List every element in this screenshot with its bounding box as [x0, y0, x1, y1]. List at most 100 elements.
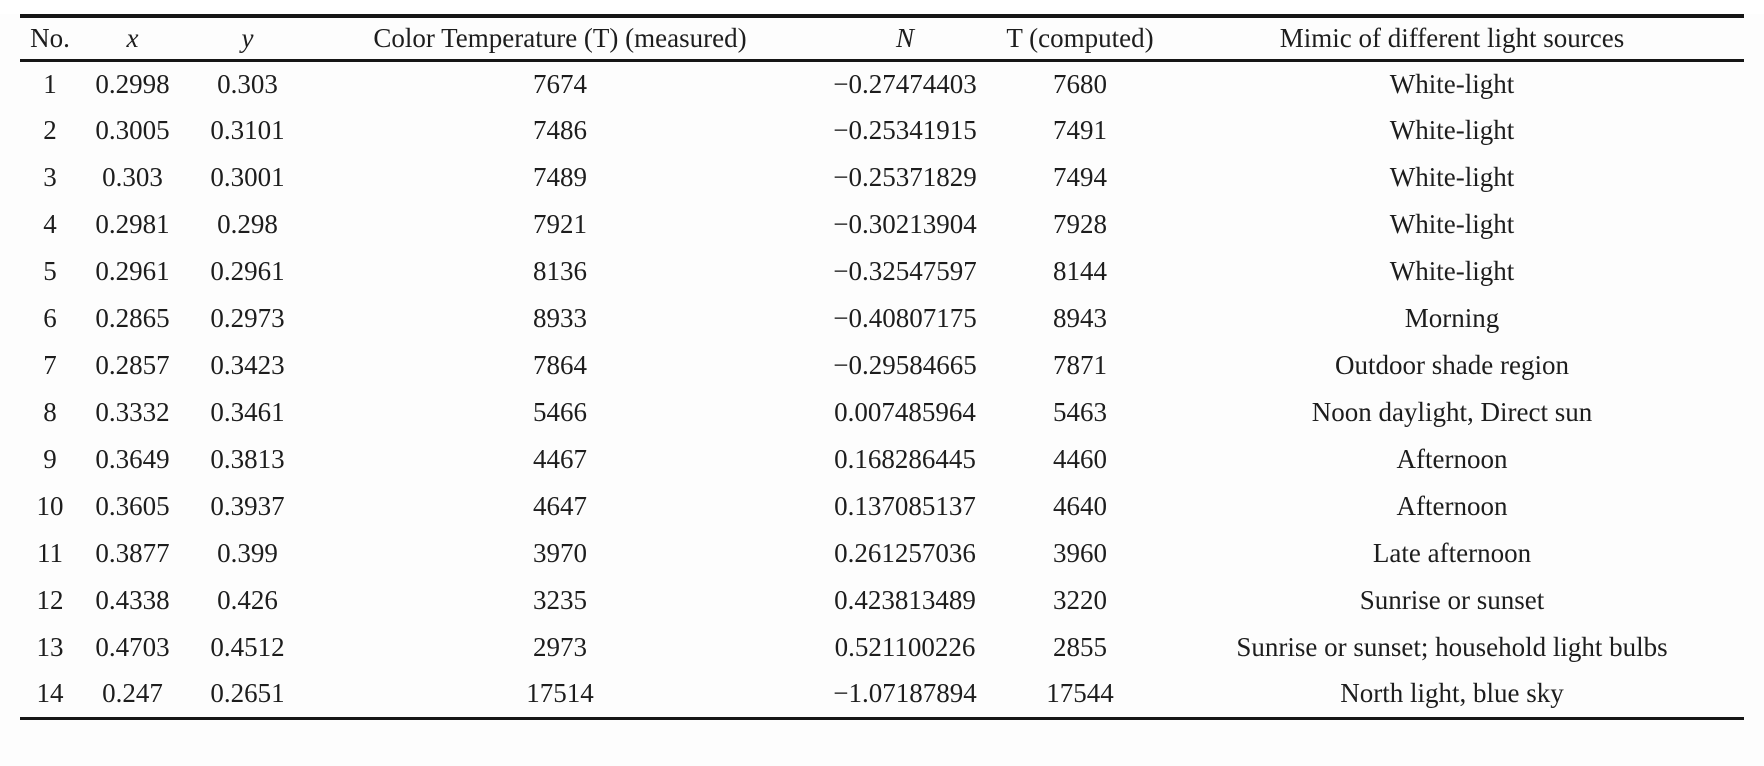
cell-no: 3 — [43, 162, 57, 192]
cell-y: 0.2973 — [210, 303, 285, 333]
table-row: 3 0.303 0.3001 7489 −0.25371829 7494 Whi… — [20, 154, 1744, 201]
cell-light-source: Late afternoon — [1372, 538, 1532, 568]
cell-temp-measured: 4467 — [533, 444, 587, 474]
cell-n: −0.29584665 — [833, 350, 977, 380]
cell-light-source: Outdoor shade region — [1335, 350, 1569, 380]
cell-t-computed: 8144 — [1053, 256, 1107, 286]
cell-x: 0.3005 — [95, 115, 170, 145]
header-row: No. x y Color Temperature (T) (measured)… — [20, 16, 1744, 60]
cell-y: 0.3001 — [210, 162, 285, 192]
table-row: 9 0.3649 0.3813 4467 0.168286445 4460 Af… — [20, 436, 1744, 483]
table-row: 11 0.3877 0.399 3970 0.261257036 3960 La… — [20, 530, 1744, 577]
cell-temp-measured: 4647 — [533, 491, 587, 521]
cell-light-source: White-light — [1389, 115, 1515, 145]
cell-light-source: White-light — [1389, 209, 1515, 239]
table-header: No. x y Color Temperature (T) (measured)… — [20, 16, 1744, 60]
cell-n: −0.40807175 — [833, 303, 977, 333]
cell-temp-measured: 8933 — [533, 303, 587, 333]
cell-x: 0.303 — [102, 162, 163, 192]
cell-n: −0.30213904 — [833, 209, 977, 239]
cell-t-computed: 7871 — [1053, 350, 1107, 380]
table-row: 6 0.2865 0.2973 8933 −0.40807175 8943 Mo… — [20, 295, 1744, 342]
table-row: 1 0.2998 0.303 7674 −0.27474403 7680 Whi… — [20, 60, 1744, 107]
cell-y: 0.3461 — [210, 397, 285, 427]
cell-x: 0.2865 — [95, 303, 170, 333]
cell-no: 2 — [43, 115, 57, 145]
cell-x: 0.2998 — [95, 68, 170, 99]
table-row: 7 0.2857 0.3423 7864 −0.29584665 7871 Ou… — [20, 342, 1744, 389]
cell-t-computed: 7494 — [1053, 162, 1107, 192]
cell-temp-measured: 5466 — [533, 397, 587, 427]
cell-no: 5 — [43, 256, 57, 286]
col-header-temp-measured: Color Temperature (T) (measured) — [373, 22, 747, 53]
cell-light-source: Afternoon — [1396, 491, 1508, 521]
cell-x: 0.2961 — [95, 256, 170, 286]
table-row: 5 0.2961 0.2961 8136 −0.32547597 8144 Wh… — [20, 248, 1744, 295]
cell-temp-measured: 7489 — [533, 162, 587, 192]
cell-light-source: Sunrise or sunset — [1359, 585, 1545, 615]
cell-temp-measured: 7486 — [533, 115, 587, 145]
cell-light-source: North light, blue sky — [1340, 678, 1564, 709]
cell-x: 0.3649 — [95, 444, 170, 474]
cell-temp-measured: 7921 — [533, 209, 587, 239]
cell-n: 0.007485964 — [834, 397, 976, 427]
cell-temp-measured: 8136 — [533, 256, 587, 286]
table-body: 1 0.2998 0.303 7674 −0.27474403 7680 Whi… — [20, 60, 1744, 718]
cell-x: 0.3605 — [95, 491, 170, 521]
cell-y: 0.3101 — [210, 115, 285, 145]
cell-no: 4 — [43, 209, 57, 239]
document-page: No. x y Color Temperature (T) (measured)… — [0, 14, 1764, 766]
cell-light-source: Afternoon — [1396, 444, 1508, 474]
cell-y: 0.426 — [217, 585, 278, 615]
cell-t-computed: 5463 — [1053, 397, 1107, 427]
col-header-x: x — [126, 22, 139, 53]
cell-no: 8 — [43, 397, 57, 427]
cell-x: 0.2857 — [95, 350, 170, 380]
light-sources-table: No. x y Color Temperature (T) (measured)… — [20, 14, 1744, 720]
cell-y: 0.3937 — [210, 491, 285, 521]
cell-t-computed: 17544 — [1046, 678, 1114, 709]
cell-t-computed: 3960 — [1053, 538, 1107, 568]
cell-n: −0.27474403 — [833, 68, 977, 99]
cell-light-source: Noon daylight, Direct sun — [1311, 397, 1593, 427]
cell-t-computed: 4640 — [1053, 491, 1107, 521]
cell-n: 0.168286445 — [834, 444, 976, 474]
col-header-no: No. — [30, 22, 70, 53]
col-header-y: y — [241, 22, 254, 53]
table-row: 14 0.247 0.2651 17514 −1.07187894 17544 … — [20, 671, 1744, 718]
cell-x: 0.4338 — [95, 585, 170, 615]
cell-light-source: White-light — [1389, 162, 1515, 192]
cell-temp-measured: 3235 — [533, 585, 587, 615]
cell-x: 0.247 — [102, 678, 163, 709]
cell-light-source: White-light — [1389, 68, 1515, 99]
cell-t-computed: 7680 — [1053, 68, 1107, 99]
cell-no: 6 — [43, 303, 57, 333]
cell-t-computed: 3220 — [1053, 585, 1107, 615]
cell-n: 0.261257036 — [834, 538, 976, 568]
cell-y: 0.2961 — [210, 256, 285, 286]
cell-light-source: White-light — [1389, 256, 1515, 286]
cell-temp-measured: 17514 — [526, 678, 594, 709]
cell-x: 0.3877 — [95, 538, 170, 568]
cell-n: −0.32547597 — [833, 256, 977, 286]
table-row: 10 0.3605 0.3937 4647 0.137085137 4640 A… — [20, 483, 1744, 530]
col-header-light-sources: Mimic of different light sources — [1279, 22, 1625, 53]
table-row: 4 0.2981 0.298 7921 −0.30213904 7928 Whi… — [20, 201, 1744, 248]
cell-temp-measured: 7864 — [533, 350, 587, 380]
col-header-t-computed: T (computed) — [1006, 22, 1154, 53]
cell-no: 13 — [36, 632, 64, 662]
cell-x: 0.2981 — [95, 209, 170, 239]
table-row: 8 0.3332 0.3461 5466 0.007485964 5463 No… — [20, 389, 1744, 436]
cell-light-source: Sunrise or sunset; household light bulbs — [1236, 632, 1668, 662]
cell-t-computed: 8943 — [1053, 303, 1107, 333]
cell-temp-measured: 7674 — [533, 68, 587, 99]
cell-no: 9 — [43, 444, 57, 474]
cell-y: 0.3423 — [210, 350, 285, 380]
cell-y: 0.399 — [217, 538, 278, 568]
cell-y: 0.298 — [217, 209, 278, 239]
cell-n: 0.521100226 — [834, 632, 976, 662]
cell-x: 0.3332 — [95, 397, 170, 427]
cell-no: 10 — [36, 491, 64, 521]
cell-t-computed: 2855 — [1053, 632, 1107, 662]
cell-n: −1.07187894 — [833, 678, 977, 709]
